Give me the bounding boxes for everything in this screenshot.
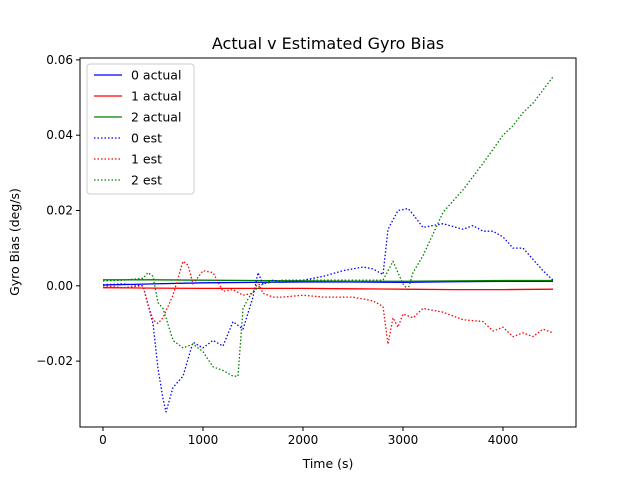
y-tick-label: 0.00 xyxy=(46,279,73,293)
legend: 0 actual 1 actual 2 actual 0 est 1 est 2 est xyxy=(86,63,195,195)
y-tick-label: 0.06 xyxy=(46,53,73,67)
y-tick-label: 0.02 xyxy=(46,203,73,217)
x-tick-label: 2000 xyxy=(288,433,319,447)
y-axis-label: Gyro Bias (deg/s) xyxy=(7,188,22,296)
legend-entry: 2 est xyxy=(131,173,162,188)
x-tick-label: 1000 xyxy=(188,433,219,447)
legend-entry: 1 est xyxy=(131,152,162,167)
x-tick-label: 3000 xyxy=(388,433,419,447)
x-tick-label: 0 xyxy=(99,433,107,447)
series-line-3 xyxy=(102,207,554,413)
x-axis-label: Time (s) xyxy=(302,456,354,471)
series-line-4 xyxy=(102,260,554,345)
y-tick-label: −0.02 xyxy=(36,354,73,368)
y-tick-label: 0.04 xyxy=(46,128,73,142)
series-line-1 xyxy=(102,287,554,291)
series-line-5 xyxy=(102,76,554,377)
x-axis: 0 1000 2000 3000 4000 xyxy=(99,427,518,447)
plot-area xyxy=(79,57,577,428)
legend-entry: 0 actual xyxy=(131,68,181,83)
series-layer xyxy=(102,76,554,413)
legend-entry: 2 actual xyxy=(131,110,181,125)
x-tick-label: 4000 xyxy=(488,433,519,447)
plot-frame xyxy=(79,57,577,428)
series-line-0 xyxy=(102,280,553,286)
y-axis: −0.02 0.00 0.02 0.04 0.06 xyxy=(36,53,80,368)
legend-entry: 1 actual xyxy=(131,89,181,104)
chart-title: Actual v Estimated Gyro Bias xyxy=(212,34,444,53)
legend-entry: 0 est xyxy=(131,131,162,146)
